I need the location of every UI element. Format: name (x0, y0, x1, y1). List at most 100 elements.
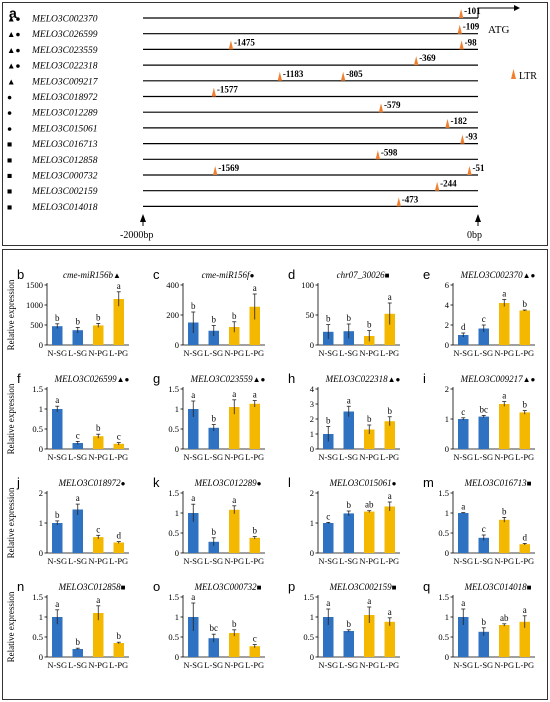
bar (478, 328, 489, 345)
significance-label: b (523, 400, 528, 410)
gene-name: MELO3C018972 (31, 93, 98, 103)
significance-label: ab (365, 500, 374, 510)
ltr-marker (375, 150, 381, 160)
significance-label: a (502, 391, 506, 401)
significance-label: a (388, 607, 392, 617)
bar (113, 643, 124, 657)
x-tick-label: L-SG (474, 556, 493, 566)
ltr-position: -369 (419, 53, 436, 63)
y-tick-label: 0 (39, 548, 43, 558)
x-tick-label: N-SG (47, 348, 67, 358)
significance-label: b (76, 316, 81, 326)
y-tick-label: 1 (310, 612, 314, 622)
chart-title: MELO3C022318▲● (325, 374, 401, 384)
bar (384, 313, 395, 345)
y-tick-label: 0 (310, 340, 314, 350)
x-tick-label: N-SG (47, 660, 67, 670)
ltr-position: -805 (346, 69, 363, 79)
chart-o: o MELO3C000732■ 0 0.5 1 1.5 a N-SG bc L-SG b N-PG c L… (153, 579, 265, 670)
chart-title: MELO3C000732■ (194, 582, 262, 592)
axis-left-label: -2000bp (120, 230, 153, 241)
ltr-marker (467, 166, 472, 175)
significance-label: b (482, 617, 487, 627)
bar (72, 649, 83, 657)
chart-title: chr07_30026■ (337, 270, 390, 280)
ltr-position: -182 (451, 116, 468, 126)
bar (519, 544, 530, 553)
ltr-position: -51 (472, 163, 484, 173)
y-tick-label: 1.5 (168, 488, 179, 498)
y-tick-label: 1 (175, 508, 179, 518)
x-tick-label: L-PG (245, 452, 264, 462)
y-tick-label: 1 (39, 518, 43, 528)
bar (478, 416, 489, 449)
y-tick-label: 100 (301, 280, 314, 290)
panel-letter: c (153, 267, 160, 282)
y-tick-label: 0 (175, 652, 179, 662)
chart-title: MELO3C023559▲● (190, 374, 266, 384)
panel-letter: h (288, 371, 295, 386)
ltr-marker (212, 166, 218, 175)
x-tick-label: L-SG (339, 660, 358, 670)
ltr-position: -1183 (283, 69, 304, 79)
x-tick-label: L-SG (204, 660, 223, 670)
x-tick-label: L-PG (515, 452, 534, 462)
x-tick-label: N-PG (224, 660, 244, 670)
chart-m: m MELO3C016713■ 0 0.5 1 1.5 a N-SG c L-SG b N-PG d L-… (423, 475, 535, 566)
y-tick-label: 1 (310, 518, 314, 528)
y-tick-label: 0.5 (32, 632, 43, 642)
bar (52, 409, 63, 449)
y-tick-label: 0.5 (32, 424, 43, 434)
ltr-marker (211, 87, 217, 97)
y-tick-label: 2 (310, 488, 314, 498)
gene-symbol: ■ (7, 186, 12, 196)
ltr-position: -473 (402, 194, 419, 204)
significance-label: a (117, 281, 121, 291)
bar (458, 419, 469, 449)
panel-letter: o (153, 579, 160, 594)
y-tick-label: 1 (175, 404, 179, 414)
gene-symbol: ■ (7, 139, 12, 149)
panel-letter: b (17, 267, 24, 282)
significance-label: b (367, 320, 372, 330)
x-tick-label: N-SG (183, 452, 203, 462)
y-tick-label: 4 (310, 384, 315, 394)
y-tick-label: 1 (39, 404, 43, 414)
x-tick-label: L-PG (245, 660, 264, 670)
y-tick-label: 3 (310, 399, 314, 409)
atg-arrow (477, 7, 514, 18)
panel-letter: k (153, 475, 160, 490)
significance-label: b (523, 299, 528, 309)
x-tick-label: L-PG (380, 452, 399, 462)
chart-l: l MELO3C015061● 0 1 2 c N-SG b L-SG ab N-PG a L-PG (288, 475, 400, 566)
bar (208, 541, 219, 553)
x-tick-label: L-PG (515, 348, 534, 358)
chart-k: k MELO3C012289● 0 0.5 1 1.5 a N-SG b L-SG a N-PG b L-… (153, 475, 265, 566)
x-tick-label: L-SG (339, 556, 358, 566)
ltr-legend-icon (511, 69, 516, 79)
bar (519, 310, 530, 345)
bar (52, 617, 63, 657)
bar (323, 523, 334, 553)
gene-symbol: ▲● (7, 29, 21, 39)
x-tick-label: N-SG (318, 660, 338, 670)
significance-label: a (232, 389, 236, 399)
x-tick-label: N-SG (453, 348, 473, 358)
x-tick-label: N-SG (453, 660, 473, 670)
x-tick-label: N-PG (88, 556, 108, 566)
chart-b: b cme-miR156b▲050010001500bN-SGbL-SGbN-PG… (17, 267, 129, 358)
y-tick-label: 2 (445, 320, 449, 330)
x-tick-label: N-PG (359, 452, 379, 462)
gene-symbol: ▲● (7, 14, 21, 24)
y-tick-label: 1 (445, 508, 449, 518)
chart-c: c cme-miR156f● 0 200 400 b N-SG b L-SG b N-PG a L-PG (153, 267, 265, 358)
x-tick-label: N-PG (494, 660, 514, 670)
y-tick-label: 400 (166, 280, 179, 290)
bar (499, 519, 510, 553)
gene-name: MELO3C026599 (31, 30, 98, 40)
significance-label: b (326, 416, 331, 426)
ltr-position: -109 (463, 22, 480, 32)
significance-label: a (367, 596, 371, 606)
x-tick-label: L-PG (245, 556, 264, 566)
